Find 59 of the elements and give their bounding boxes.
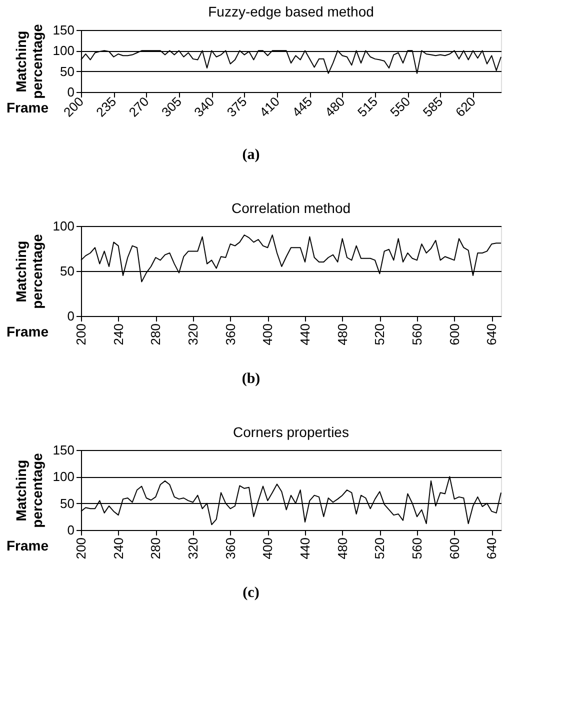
text: (c) [242,585,260,601]
y-tick-label: 50 [60,64,74,79]
x-tick-label: 600 [446,538,462,560]
y-tick-label: 100 [52,43,74,58]
y-tick-label: 100 [52,218,74,234]
x-tick-label: 270 [126,94,152,120]
x-tick-label: 360 [222,324,238,346]
y-tick-label: 100 [52,469,74,484]
x-tick-label: 440 [298,324,312,346]
x-tick-label: 400 [260,538,276,560]
x-axis-title: Frame [6,538,49,554]
x-tick-label: 640 [484,324,500,346]
text: (a) [242,147,260,163]
x-tick-label: 480 [322,94,348,120]
x-tick-label: 440 [298,538,312,560]
x-tick-label: 340 [191,94,218,120]
y-tick-label: 0 [67,522,74,538]
y-axis-title: Matching percentage [12,452,45,528]
x-tick-label: 480 [334,538,350,560]
x-tick-label: 360 [222,538,238,560]
y-tick-label: 150 [52,22,74,38]
x-tick-label: 520 [372,324,388,346]
x-tick-label: 560 [410,538,424,560]
text: (b) [242,371,260,387]
chart-title: Fuzzy-edge based method [208,4,374,20]
x-tick-label: 200 [74,324,88,346]
x-axis-title: Frame [6,100,49,116]
x-axis-title: Frame [6,324,49,340]
x-tick-label: 320 [186,324,200,346]
x-tick-label: 400 [260,324,276,346]
x-tick-label: 520 [372,538,388,560]
chart-title: Correlation method [231,200,351,216]
x-tick-label: 280 [148,538,164,560]
y-tick-label: 50 [60,264,74,278]
x-tick-label: 600 [446,324,462,346]
x-tick-label: 480 [334,324,350,346]
y-tick-label: 50 [60,496,74,511]
x-tick-label: 375 [224,94,250,120]
x-tick-label: 200 [74,538,88,560]
chart-title: Corners properties [233,424,349,440]
x-tick-label: 240 [110,538,126,560]
x-tick-label: 410 [256,94,282,120]
y-axis-title: Matching percentage [12,234,45,309]
x-tick-label: 640 [484,538,500,560]
y-tick-label: 0 [67,308,74,324]
x-tick-label: 235 [93,94,120,120]
x-tick-label: 305 [158,94,184,120]
x-tick-label: 515 [354,94,380,120]
y-axis-title: Matching percentage [12,24,45,99]
y-tick-label: 0 [67,84,74,100]
x-tick-label: 560 [410,324,424,346]
y-tick-label: 150 [52,442,74,458]
x-tick-label: 445 [289,94,316,120]
x-tick-label: 320 [186,538,200,560]
x-tick-label: 550 [387,94,414,120]
x-tick-label: 585 [420,94,446,120]
x-tick-label: 280 [148,324,164,346]
x-tick-label: 240 [110,324,126,346]
x-tick-label: 620 [452,94,478,120]
